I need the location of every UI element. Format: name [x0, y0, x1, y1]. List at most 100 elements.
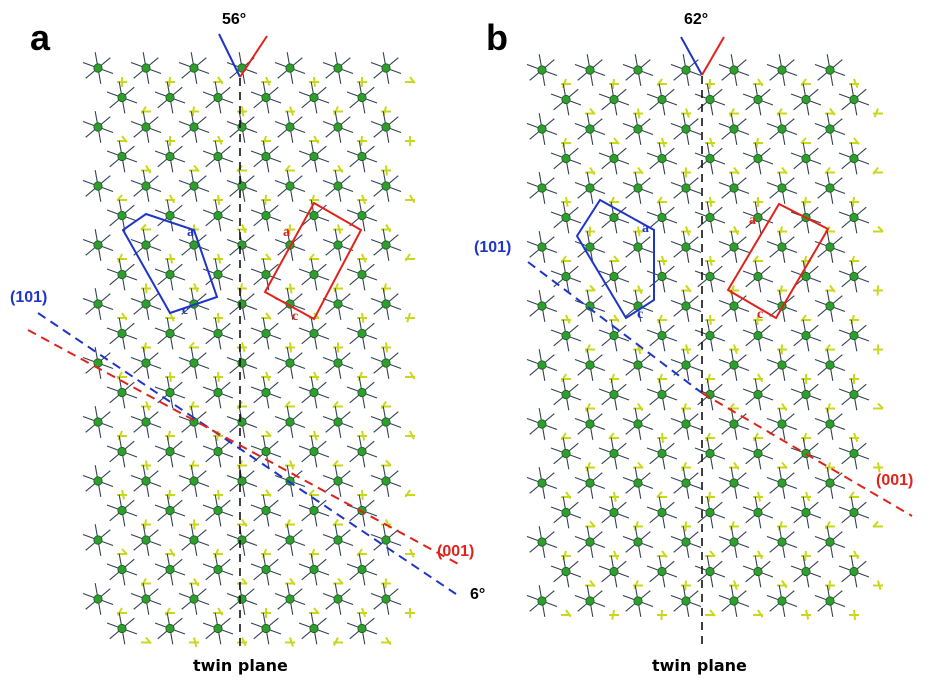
ligand-stroke [265, 253, 272, 261]
metal-atom [237, 417, 247, 427]
metal-atom [849, 212, 859, 223]
metal-atom [681, 124, 691, 134]
metal-atom [237, 594, 247, 604]
ligand-stroke [409, 371, 416, 380]
ligand-stroke [337, 577, 344, 585]
ligand-stroke [656, 78, 663, 87]
ligand-stroke [877, 462, 881, 473]
metal-atom [609, 212, 619, 223]
metal-atom [309, 269, 319, 280]
ligand-stroke [289, 460, 295, 470]
metal-atom [261, 505, 271, 516]
metal-atom [93, 181, 103, 191]
metal-atom [537, 124, 547, 134]
ligand-stroke [265, 430, 272, 438]
metal-atom [825, 65, 835, 75]
metal-atom [309, 564, 319, 575]
metal-atom [561, 507, 571, 518]
ligand-stroke [560, 255, 567, 264]
ligand-stroke [637, 166, 644, 175]
metal-atom [141, 358, 151, 368]
ligand-stroke [217, 135, 223, 145]
ligand-stroke [613, 314, 620, 323]
ligand-stroke [661, 255, 666, 266]
metal-atom [141, 535, 151, 545]
ligand-stroke [872, 166, 879, 175]
unit-cell-red [263, 201, 363, 321]
ligand-stroke [313, 135, 320, 144]
ligand-stroke [193, 519, 196, 530]
plane-101-label: (101) [10, 289, 47, 306]
metal-atom [237, 240, 247, 250]
metal-atom [585, 124, 595, 134]
cell-axis-a-blue: a [187, 225, 194, 240]
ligand-stroke [637, 226, 641, 237]
metal-atom [141, 240, 151, 250]
metal-atom [357, 387, 367, 398]
ligand-stroke [193, 637, 198, 648]
metal-atom [561, 153, 571, 164]
metal-atom [681, 183, 691, 193]
metal-atom [537, 183, 547, 193]
metal-atom [729, 360, 739, 370]
metal-atom [729, 537, 739, 547]
ligand-stroke [168, 76, 171, 87]
ligand-stroke [585, 344, 591, 353]
metal-atom [609, 94, 619, 105]
ligand-stroke [685, 108, 690, 118]
ligand-stroke [877, 580, 882, 591]
plane-101-label: (101) [474, 239, 511, 256]
unit-cell-blue [121, 212, 219, 315]
metal-atom [849, 507, 859, 518]
metal-atom [93, 417, 103, 427]
metal-atom [357, 92, 367, 103]
ligand-stroke [313, 76, 316, 87]
metal-atom [213, 210, 223, 221]
metal-atom [561, 389, 571, 400]
ligand-stroke [117, 253, 123, 263]
metal-atom [585, 596, 595, 606]
metal-atom [729, 419, 739, 429]
metal-atom [609, 448, 619, 459]
metal-atom [357, 328, 367, 339]
bottom-angle-label: 6° [470, 586, 485, 603]
metal-atom [681, 360, 691, 370]
ligand-stroke [285, 519, 291, 528]
plane-001-label: (001) [437, 543, 474, 560]
metal-atom [261, 446, 271, 457]
ligand-stroke [853, 609, 856, 621]
metal-atom [165, 623, 175, 634]
ligand-stroke [853, 78, 859, 88]
ligand-stroke [241, 637, 247, 647]
metal-atom [357, 564, 367, 575]
metal-atom [705, 389, 715, 400]
metal-atom [165, 92, 175, 103]
metal-atom [657, 271, 667, 282]
ligand-stroke [169, 548, 176, 557]
metal-atom [93, 594, 103, 604]
metal-atom [141, 594, 151, 604]
metal-atom [681, 65, 691, 75]
metal-atom [309, 151, 319, 162]
metal-atom [777, 242, 787, 252]
ligand-stroke [265, 371, 271, 382]
ligand-stroke [145, 636, 152, 645]
metal-atom [261, 210, 271, 221]
metal-atom [141, 63, 151, 73]
ligand-stroke [189, 401, 195, 411]
ligand-stroke [560, 373, 567, 383]
metal-atom [801, 330, 811, 341]
metal-atom [189, 358, 199, 368]
metal-atom [849, 271, 859, 282]
metal-atom [381, 240, 391, 250]
ligand-stroke [380, 400, 387, 410]
cell-axis-c-blue: c [637, 307, 643, 322]
ligand-stroke [829, 107, 836, 116]
metal-atom [705, 566, 715, 577]
metal-atom [537, 596, 547, 606]
metal-atom [585, 65, 595, 75]
cell-axis-c-red: c [757, 307, 763, 322]
metal-atom [381, 63, 391, 73]
metal-atom [729, 65, 739, 75]
unit-cell-blue [575, 198, 655, 320]
